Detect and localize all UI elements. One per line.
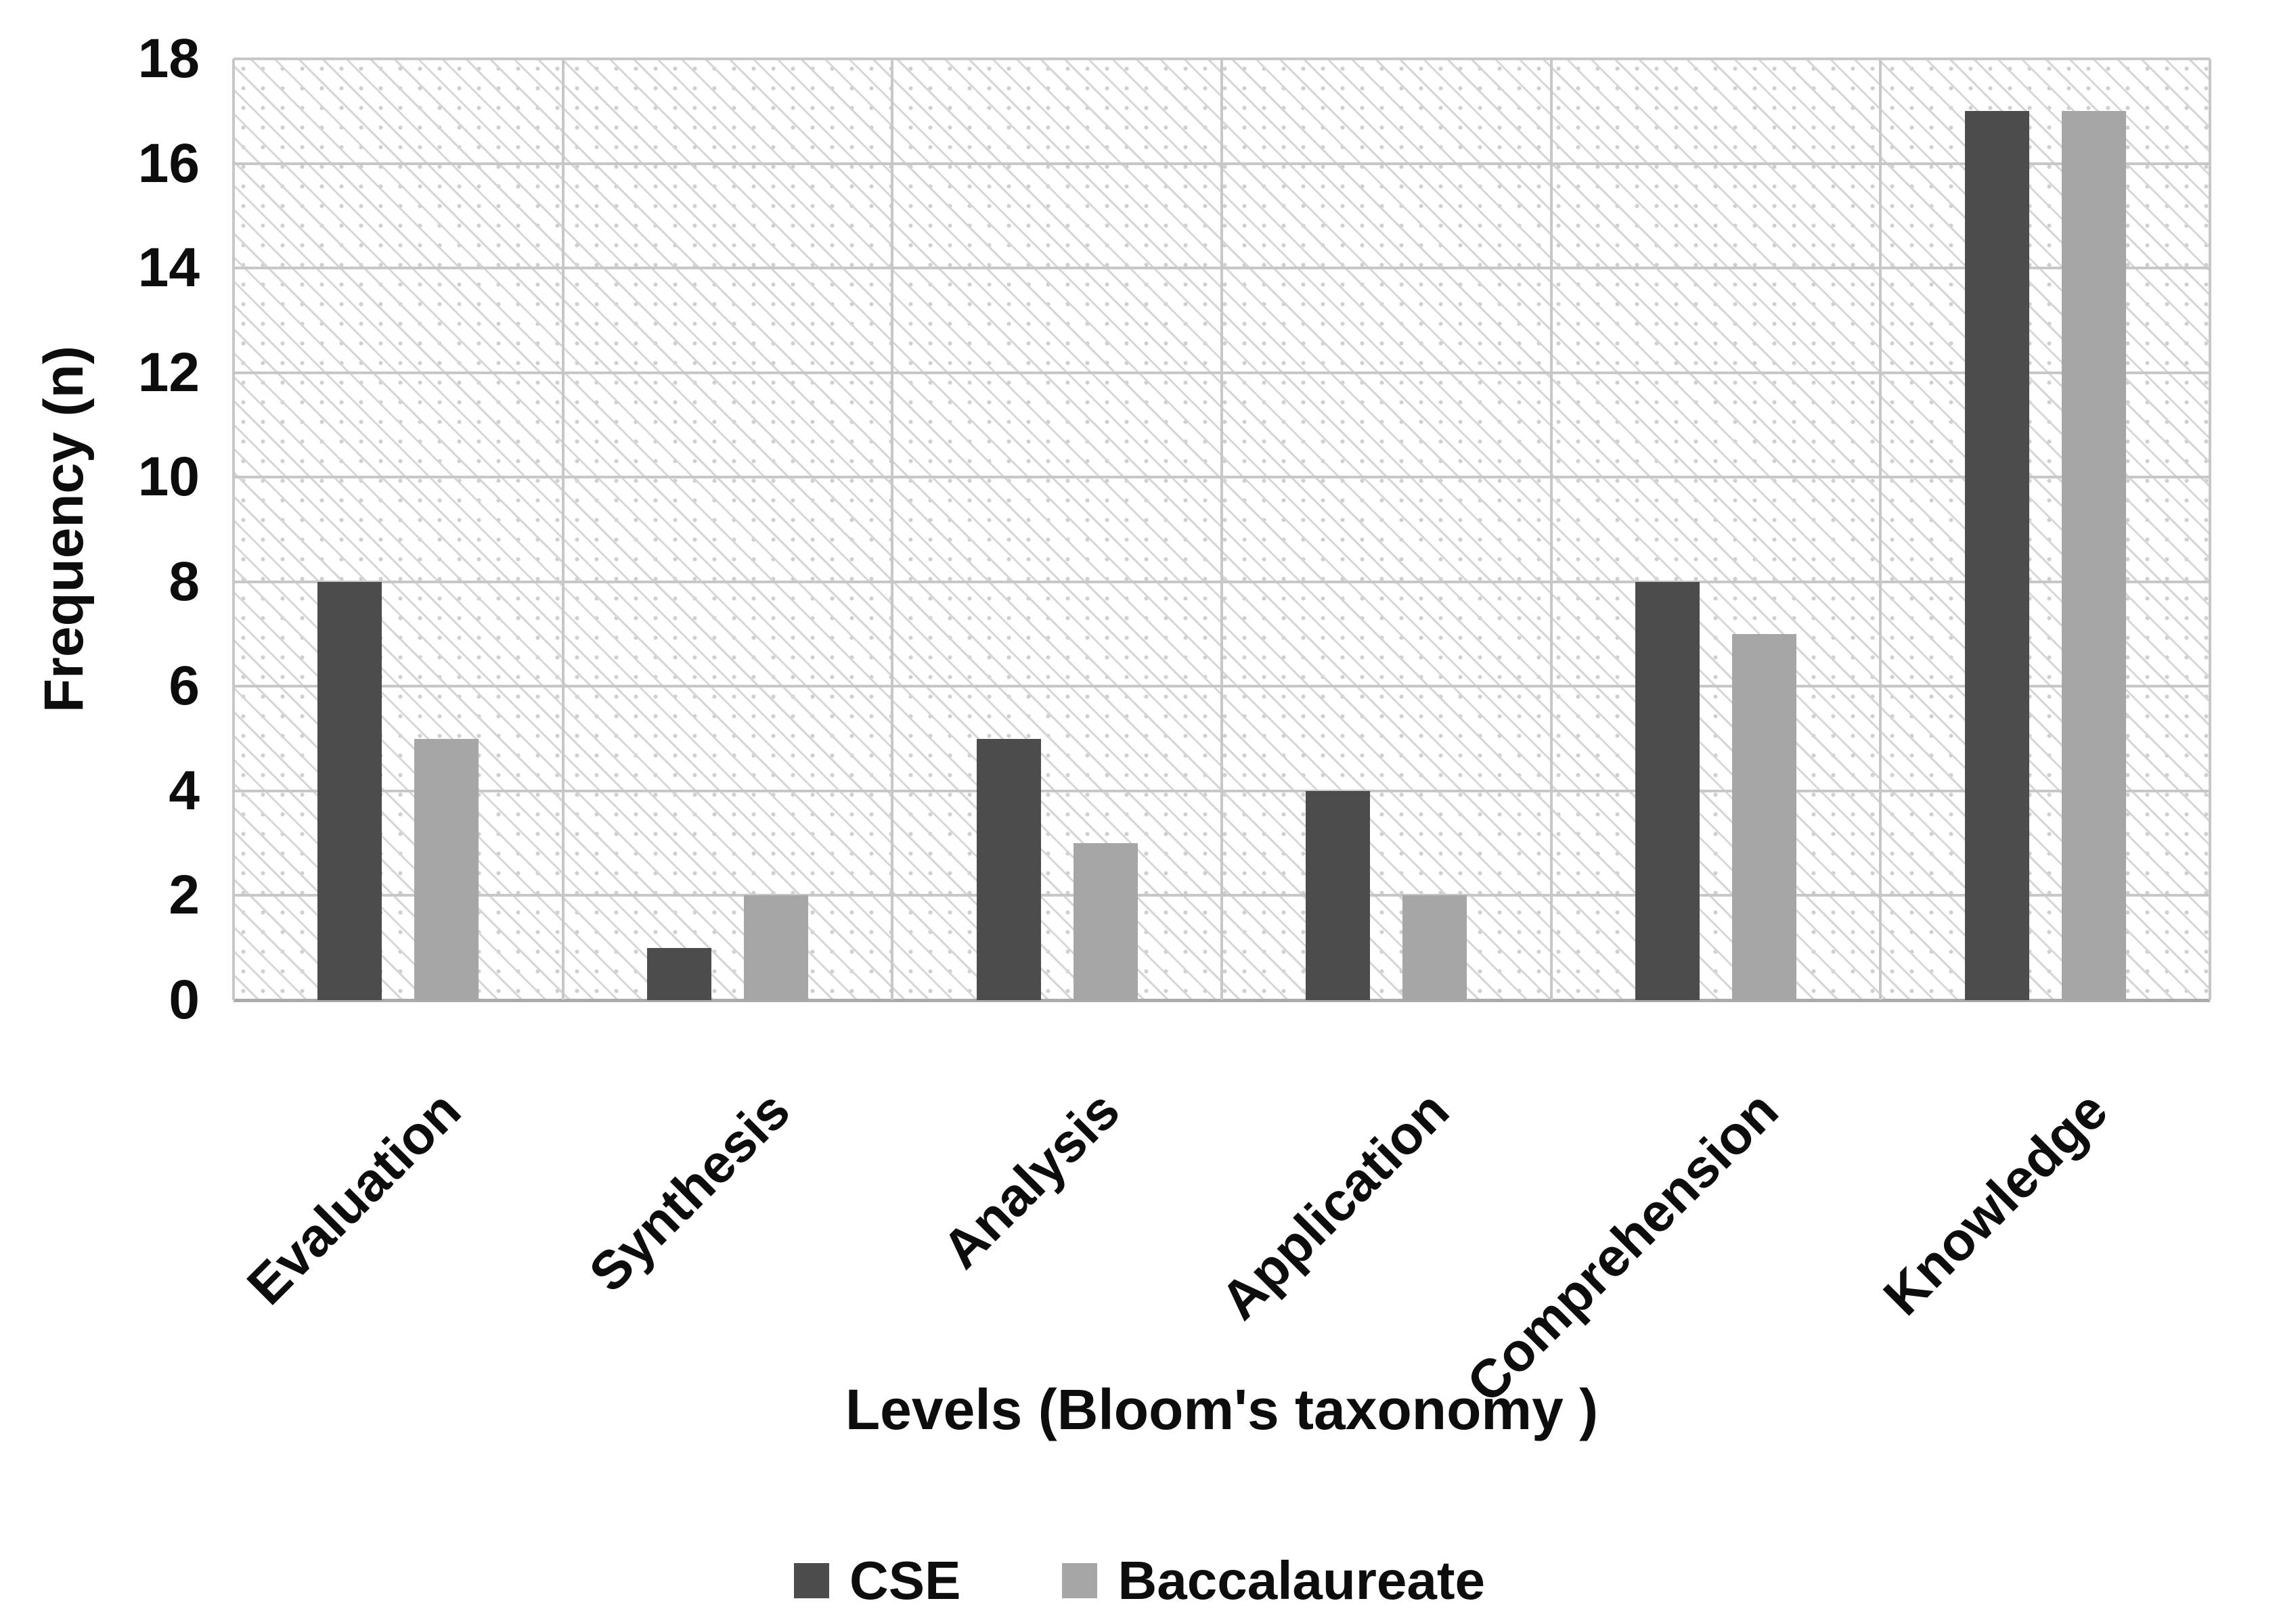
legend-label-cse: CSE (849, 1550, 961, 1610)
x-axis-label-application: Application (1209, 1079, 1460, 1331)
bar-cse-evaluation (317, 581, 382, 1000)
legend-swatch-cse (793, 1563, 829, 1598)
x-axis-label-knowledge: Knowledge (1872, 1079, 2119, 1327)
y-tick-label-14: 14 (137, 237, 200, 299)
bar-baccalaureate-application (1402, 895, 1467, 1000)
bar-cse-analysis (976, 738, 1041, 1000)
legend-item-baccalaureate: Baccalaureate (1062, 1550, 1485, 1612)
gridline-x-2 (891, 59, 894, 1000)
gridline-x-6 (2209, 59, 2211, 1000)
legend: CSE Baccalaureate (0, 1550, 2279, 1612)
y-tick-label-10: 10 (137, 446, 200, 508)
legend-swatch-baccalaureate (1062, 1563, 1098, 1598)
y-axis-title: Frequency (n) (33, 345, 95, 713)
legend-item-cse: CSE (793, 1550, 961, 1612)
x-axis-label-analysis: Analysis (930, 1079, 1131, 1280)
bar-baccalaureate-synthesis (744, 895, 808, 1000)
x-axis-label-comprehension: Comprehension (1455, 1079, 1790, 1414)
x-axis-label-synthesis: Synthesis (577, 1079, 801, 1303)
gridline-x-3 (1220, 59, 1223, 1000)
y-tick-label-8: 8 (169, 550, 200, 612)
bar-baccalaureate-evaluation (414, 738, 479, 1000)
x-axis-label-evaluation: Evaluation (236, 1079, 472, 1316)
y-tick-label-0: 0 (169, 969, 200, 1031)
gridline-x-5 (1879, 59, 1882, 1000)
y-tick-label-6: 6 (169, 655, 200, 717)
gridline-x-0 (232, 59, 235, 1000)
y-tick-label-4: 4 (169, 759, 200, 821)
y-tick-label-2: 2 (169, 864, 200, 926)
y-tick-label-16: 16 (137, 132, 200, 194)
y-tick-label-12: 12 (137, 341, 200, 403)
bar-baccalaureate-analysis (1073, 843, 1138, 1000)
bar-cse-comprehension (1635, 581, 1700, 1000)
legend-label-baccalaureate: Baccalaureate (1118, 1550, 1486, 1610)
gridline-x-4 (1549, 59, 1553, 1000)
x-axis-title: Levels (Bloom's taxonomy ) (845, 1378, 1599, 1441)
gridline-y-0 (234, 999, 2210, 1002)
bar-cse-knowledge (1964, 111, 2029, 1000)
gridline-x-1 (561, 59, 565, 1000)
bar-cse-synthesis (647, 947, 711, 1000)
bar-cse-application (1306, 790, 1371, 1000)
bar-baccalaureate-knowledge (2061, 111, 2126, 1000)
y-tick-label-18: 18 (137, 28, 200, 89)
bar-baccalaureate-comprehension (1732, 634, 1796, 1000)
